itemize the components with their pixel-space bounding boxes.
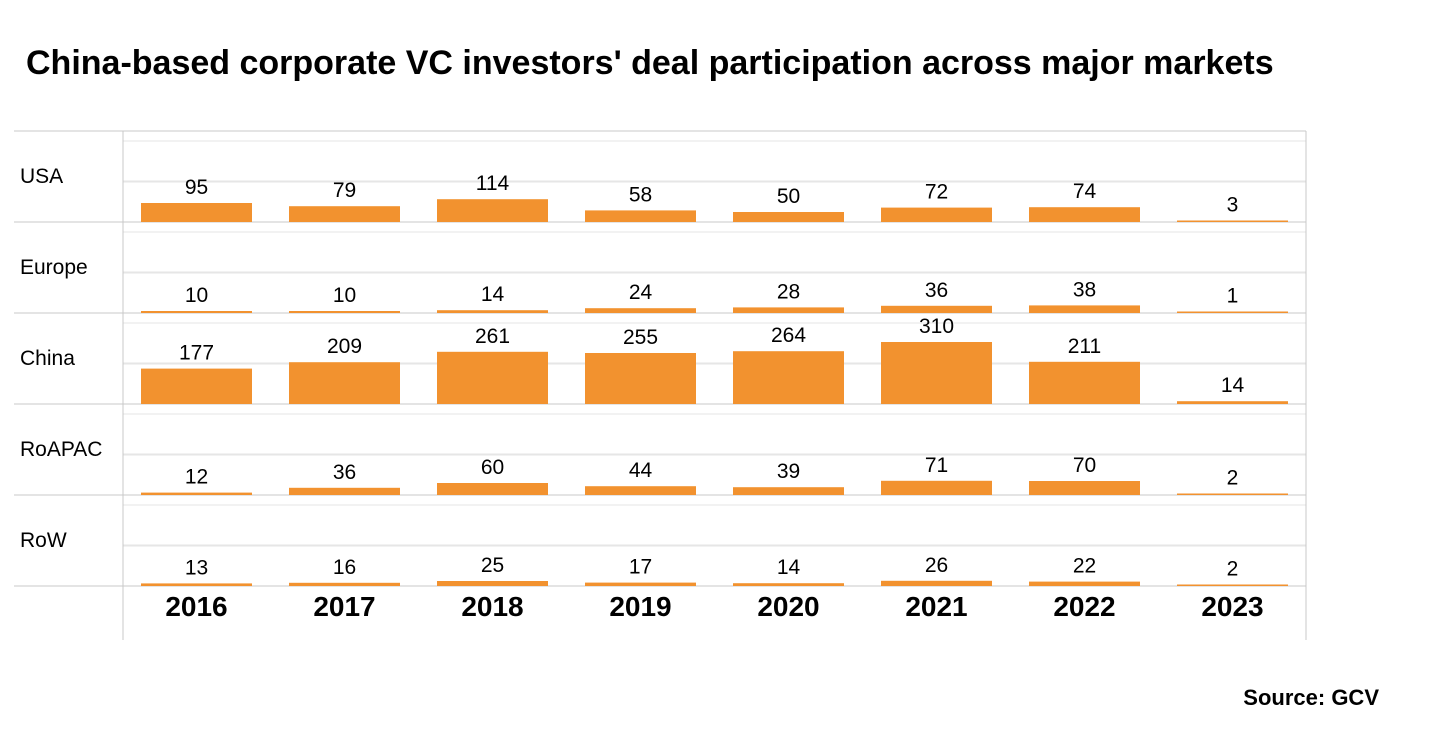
x-tick-label: 2021 [905, 591, 967, 622]
x-tick-label: 2020 [757, 591, 819, 622]
bar [437, 581, 548, 586]
bar [1177, 311, 1288, 313]
bar [1177, 584, 1288, 586]
data-label: 12 [185, 466, 208, 489]
data-label: 58 [629, 183, 652, 206]
data-label: 1 [1227, 285, 1239, 308]
bar [733, 351, 844, 404]
bar [585, 486, 696, 495]
data-label: 13 [185, 556, 208, 579]
data-label: 264 [771, 324, 806, 347]
source-note: Source: GCV [1243, 685, 1379, 710]
bar [437, 199, 548, 222]
bar [289, 206, 400, 222]
data-label: 72 [925, 181, 948, 204]
data-label: 17 [629, 556, 652, 579]
bar [1029, 581, 1140, 586]
data-label: 114 [476, 172, 510, 195]
row-label: RoW [20, 529, 67, 552]
x-tick-label: 2023 [1201, 591, 1263, 622]
data-label: 14 [777, 556, 801, 579]
data-label: 16 [333, 556, 356, 579]
x-tick-label: 2022 [1053, 591, 1115, 622]
bar [881, 480, 992, 495]
data-label: 3 [1227, 194, 1239, 217]
data-label: 70 [1073, 454, 1096, 477]
chart-title: China-based corporate VC investors' deal… [26, 44, 1274, 82]
bar [585, 210, 696, 222]
data-label: 26 [925, 554, 948, 577]
bar [1029, 361, 1140, 404]
bar [1029, 305, 1140, 313]
row-label: China [20, 347, 75, 370]
data-label: 24 [629, 281, 653, 304]
data-label: 2 [1227, 558, 1239, 581]
bar [289, 582, 400, 586]
x-tick-label: 2019 [609, 591, 671, 622]
bar [141, 203, 252, 222]
row-label: RoAPAC [20, 438, 102, 461]
data-label: 36 [925, 279, 948, 302]
bar [141, 368, 252, 404]
bar [585, 353, 696, 404]
data-label: 71 [925, 454, 948, 477]
data-label: 177 [179, 342, 214, 365]
bar [141, 311, 252, 313]
data-label: 39 [777, 460, 800, 483]
bar [289, 362, 400, 404]
row-label: USA [20, 165, 63, 188]
data-label: 2 [1227, 467, 1239, 490]
data-label: 14 [1221, 374, 1245, 397]
bar [1177, 401, 1288, 404]
bar [1029, 481, 1140, 495]
row-label: Europe [20, 256, 88, 279]
x-tick-label: 2016 [165, 591, 227, 622]
data-label: 209 [327, 335, 362, 358]
x-tick-label: 2018 [461, 591, 523, 622]
data-label: 25 [481, 554, 504, 577]
bar [733, 487, 844, 495]
data-label: 50 [777, 185, 800, 208]
data-label: 310 [919, 315, 954, 338]
bar [881, 580, 992, 586]
data-label: 74 [1073, 180, 1097, 203]
data-label: 44 [629, 459, 653, 482]
bar [141, 492, 252, 495]
bar [289, 311, 400, 313]
bar [1177, 220, 1288, 222]
data-label: 36 [333, 461, 356, 484]
bar [1029, 207, 1140, 222]
data-label: 60 [481, 456, 504, 479]
data-label: 261 [475, 325, 510, 348]
bar [437, 483, 548, 495]
bar [881, 342, 992, 404]
data-label: 255 [623, 326, 658, 349]
data-label: 14 [481, 283, 505, 306]
data-label: 95 [185, 176, 208, 199]
data-label: 79 [333, 179, 356, 202]
data-label: 22 [1073, 555, 1096, 578]
bar [733, 583, 844, 586]
bar [437, 310, 548, 313]
bar [881, 305, 992, 313]
x-tick-label: 2017 [313, 591, 375, 622]
data-label: 38 [1073, 278, 1096, 301]
bar [1177, 493, 1288, 495]
bar [289, 487, 400, 495]
data-label: 28 [777, 280, 800, 303]
bar [881, 207, 992, 222]
bar [585, 582, 696, 586]
data-label: 10 [333, 284, 356, 307]
data-label: 10 [185, 284, 208, 307]
bar [733, 212, 844, 222]
bar [437, 351, 548, 404]
bar [141, 583, 252, 586]
bar [585, 308, 696, 313]
bar [733, 307, 844, 313]
data-label: 211 [1068, 335, 1101, 358]
